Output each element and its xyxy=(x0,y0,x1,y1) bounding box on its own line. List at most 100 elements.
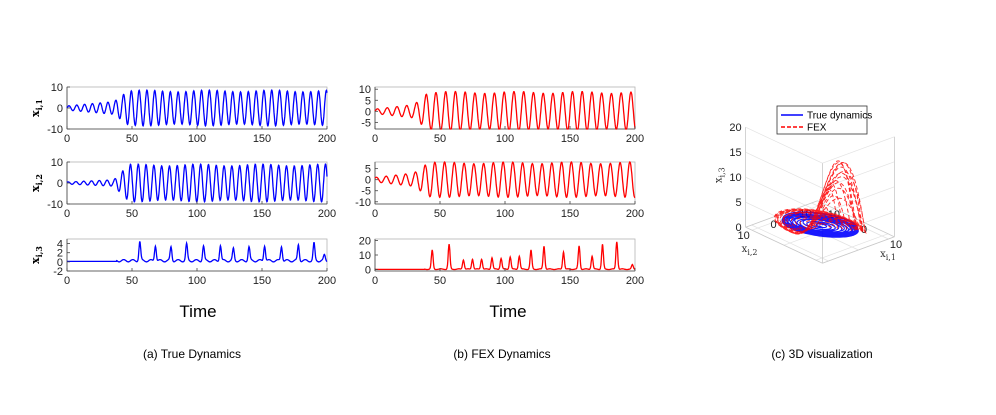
legend-label-1: True dynamics xyxy=(807,111,872,122)
series-line-true-3 xyxy=(67,240,328,263)
y-tick-label: 4 xyxy=(57,239,63,251)
x-tick-label: 0 xyxy=(372,133,378,145)
x-tick-label: 100 xyxy=(188,208,206,220)
true-dynamics-trajectory xyxy=(781,211,859,238)
z-tick-label: 10 xyxy=(729,172,741,184)
y-tick-label: 10 xyxy=(51,82,63,94)
grid-line xyxy=(815,233,889,261)
caption-3d-visualization: (c) 3D visualization xyxy=(771,347,872,361)
x-tick-label: 0 xyxy=(372,275,378,287)
x-tick-label: 100 xyxy=(188,275,206,287)
series-line-true-1 xyxy=(66,88,328,128)
series-line-fex-3 xyxy=(375,241,636,271)
x-tick-label: 0 xyxy=(64,133,70,145)
y-tick-label: 5 xyxy=(365,164,371,176)
grid-line xyxy=(822,161,895,189)
y-tick-label: 2 xyxy=(57,248,63,260)
x-tick-label: 200 xyxy=(626,208,644,220)
x-tick-label: 150 xyxy=(253,275,271,287)
y-tick-label: -10 xyxy=(355,197,371,209)
legend-box xyxy=(776,105,868,135)
z-tick-label: 15 xyxy=(729,147,741,159)
x-tick-label: 200 xyxy=(626,275,644,287)
y-tick-label: -10 xyxy=(47,199,63,211)
x-tick-label: 150 xyxy=(561,133,579,145)
x-tick-label: 0 xyxy=(64,275,70,287)
x-tick-label: 200 xyxy=(318,133,336,145)
x-axis-label-3d: xi,1 xyxy=(880,249,896,262)
x-tick-label: 100 xyxy=(188,133,206,145)
x-tick-label: 50 xyxy=(434,208,446,220)
grid-line xyxy=(745,151,823,189)
y-tick-label: 10 xyxy=(51,157,63,169)
panel-fex-2: 50-5-100 50 100 150 200 xyxy=(355,160,644,220)
x-tick-label: 150 xyxy=(561,275,579,287)
y-axis-label: xi,1 xyxy=(29,99,44,117)
x-tick-label: 150 xyxy=(561,208,579,220)
z-tick-label: 20 xyxy=(729,122,741,134)
grid-line xyxy=(745,126,823,164)
y-axis-label-3d: xi,2 xyxy=(742,244,758,257)
series-line-true-2 xyxy=(66,163,328,203)
y-tick-label: -2 xyxy=(53,266,63,278)
plot-frame xyxy=(66,238,328,272)
z-tick-label: 0 xyxy=(735,222,741,234)
x-tick-label: 50 xyxy=(434,133,446,145)
x-tick-label: 50 xyxy=(126,208,138,220)
box-edge xyxy=(745,226,823,264)
series-line-fex-2 xyxy=(374,160,636,199)
y-tick-label: 20 xyxy=(359,235,371,247)
box-edge xyxy=(822,236,895,264)
plot-frame xyxy=(374,238,636,272)
grid-line xyxy=(745,176,823,214)
x-tick-label: 200 xyxy=(626,133,644,145)
z-axis-label: xi,3 xyxy=(714,167,727,183)
x-tick-label-3d: 10 xyxy=(890,239,902,251)
x-tick-label: 50 xyxy=(126,133,138,145)
y-tick-label: 0 xyxy=(365,175,371,187)
fex-trajectory xyxy=(774,160,867,235)
x-tick-label: 100 xyxy=(496,133,514,145)
series-line-fex-1 xyxy=(374,90,636,130)
y-axis-label: xi,2 xyxy=(29,174,44,192)
grid-line xyxy=(822,136,895,164)
z-tick-label: 5 xyxy=(735,197,741,209)
x-tick-label: 200 xyxy=(318,275,336,287)
y-tick-label: 10 xyxy=(359,84,371,96)
y-tick-label: -10 xyxy=(47,124,63,136)
caption-fex-dynamics: (b) FEX Dynamics xyxy=(453,347,550,361)
y-tick-label: 0 xyxy=(57,257,63,269)
y-tick-label: -5 xyxy=(361,186,371,198)
y-tick-label: 5 xyxy=(365,95,371,107)
x-axis-label-time-a: Time xyxy=(179,302,216,321)
x-tick-label: 200 xyxy=(318,208,336,220)
y-tick-label-3d: 0 xyxy=(771,219,777,231)
x-tick-label: 150 xyxy=(253,133,271,145)
x-tick-label: 100 xyxy=(496,208,514,220)
y-tick-label: 0 xyxy=(57,178,63,190)
y-tick-label-3d: 10 xyxy=(737,230,749,242)
x-tick-label: 0 xyxy=(372,208,378,220)
y-axis-label: xi,3 xyxy=(29,246,44,264)
x-tick-label: 0 xyxy=(64,208,70,220)
y-tick-label: 10 xyxy=(359,250,371,262)
y-tick-label: 0 xyxy=(365,265,371,277)
grid-line xyxy=(751,224,829,262)
x-tick-label: 50 xyxy=(126,275,138,287)
y-tick-label: -5 xyxy=(361,117,371,129)
x-tick-label: 100 xyxy=(496,275,514,287)
y-tick-label: 0 xyxy=(57,103,63,115)
x-axis-label-time-b: Time xyxy=(489,302,526,321)
x-tick-label: 50 xyxy=(434,275,446,287)
legend-label-2: FEX xyxy=(807,123,827,134)
